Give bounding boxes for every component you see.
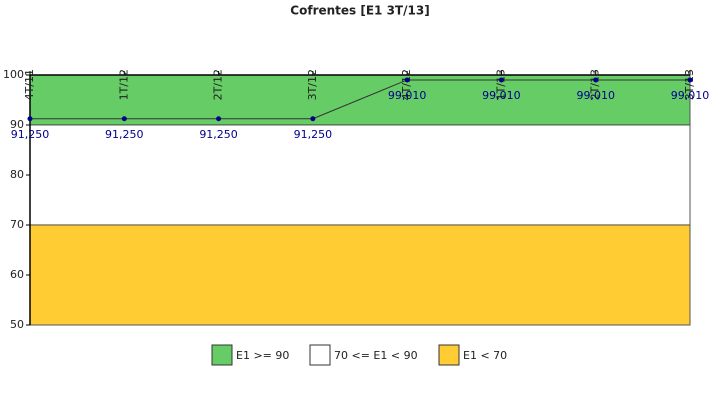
y-tick-label: 50 — [10, 318, 24, 331]
x-tick-label: 1T/12 — [117, 69, 130, 100]
point — [404, 77, 410, 83]
chart-title: Cofrentes [E1 3T/13] — [290, 4, 429, 18]
value-label: 91,250 — [105, 128, 144, 141]
point — [216, 116, 222, 122]
point — [687, 77, 693, 83]
band — [29, 224, 691, 326]
point — [310, 116, 316, 122]
y-tick-label: 60 — [10, 268, 24, 281]
legend-swatch — [211, 344, 233, 366]
y-tick-label: 80 — [10, 168, 24, 181]
value-label: 99,010 — [482, 89, 521, 102]
legend-label: E1 >= 90 — [236, 349, 289, 362]
x-tick-label: 3T/13 — [683, 69, 696, 100]
value-label: 99,010 — [388, 89, 427, 102]
legend-label: E1 < 70 — [463, 349, 507, 362]
y-tick-label: 70 — [10, 218, 24, 231]
series-line — [30, 79, 690, 120]
x-tick-label: 4T/11 — [23, 69, 36, 100]
point — [498, 77, 504, 83]
x-tick-label: 3T/12 — [306, 69, 319, 100]
band — [29, 74, 691, 126]
value-label: 91,250 — [294, 128, 333, 141]
legend-swatch — [309, 344, 331, 366]
x-tick-label: 2T/13 — [589, 69, 602, 100]
legend-label: 70 <= E1 < 90 — [334, 349, 418, 362]
x-tick-label: 4T/12 — [400, 69, 413, 100]
value-label: 99,010 — [671, 89, 710, 102]
value-label: 99,010 — [576, 89, 615, 102]
point — [121, 116, 127, 122]
y-tick-label: 100 — [3, 68, 24, 81]
point — [27, 116, 33, 122]
x-tick-label: 1T/13 — [494, 69, 507, 100]
band — [29, 124, 691, 226]
point — [593, 77, 599, 83]
legend-swatch — [438, 344, 460, 366]
value-label: 91,250 — [11, 128, 50, 141]
y-tick-label: 90 — [10, 118, 24, 131]
value-label: 91,250 — [199, 128, 238, 141]
x-tick-label: 2T/12 — [212, 69, 225, 100]
